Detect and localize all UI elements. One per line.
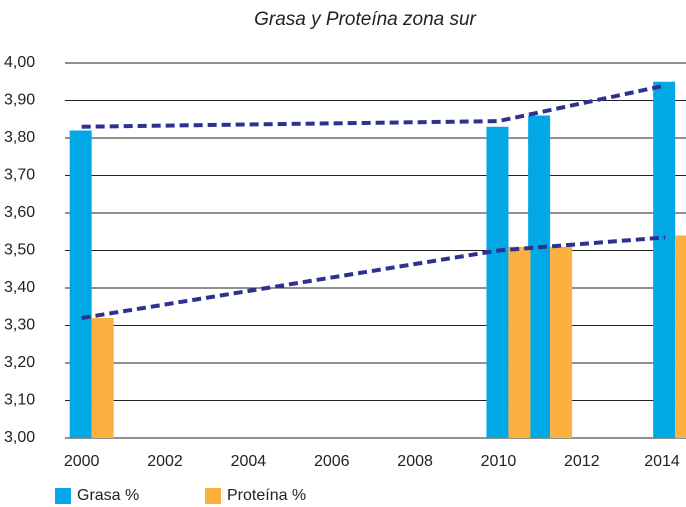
y-tick-label: 3,60 xyxy=(4,204,35,221)
y-tick-label: 3,10 xyxy=(4,392,35,409)
x-tick-label: 2004 xyxy=(231,453,267,470)
y-tick-label: 3,50 xyxy=(4,242,35,259)
x-tick-label: 2008 xyxy=(397,453,433,470)
x-tick-label: 2012 xyxy=(564,453,600,470)
legend-swatch xyxy=(55,488,71,504)
legend-label: Proteína % xyxy=(227,487,306,504)
y-tick-label: 3,40 xyxy=(4,279,35,296)
x-tick-label: 2014 xyxy=(644,453,680,470)
y-tick-label: 3,90 xyxy=(4,92,35,109)
chart-title: Grasa y Proteína zona sur xyxy=(254,9,476,30)
y-tick-label: 3,30 xyxy=(4,317,35,334)
bar xyxy=(528,116,550,439)
bar xyxy=(486,127,508,438)
legend-swatch xyxy=(205,488,221,504)
legend-label: Grasa % xyxy=(77,487,139,504)
x-tick-label: 2006 xyxy=(314,453,350,470)
bar xyxy=(508,247,530,438)
page: {"chart_data": { "type": "bar", "title":… xyxy=(0,0,686,507)
y-tick-label: 3,20 xyxy=(4,354,35,371)
chart: Grasa y Proteína zona sur 3,00 3,10 3,20 3,… xyxy=(0,0,686,507)
x-tick-label: 2002 xyxy=(147,453,183,470)
bar xyxy=(92,318,114,438)
bar xyxy=(675,236,686,439)
bar xyxy=(550,247,572,438)
trend-line xyxy=(82,237,665,318)
y-tick-label: 3,80 xyxy=(4,129,35,146)
bar xyxy=(653,82,675,438)
x-tick-label: 2000 xyxy=(64,453,100,470)
trend-line xyxy=(82,86,665,127)
x-tick-label: 2010 xyxy=(481,453,517,470)
y-tick-label: 3,70 xyxy=(4,167,35,184)
bar xyxy=(70,131,92,439)
y-tick-label: 4,00 xyxy=(4,54,35,71)
y-tick-label: 3,00 xyxy=(4,429,35,446)
